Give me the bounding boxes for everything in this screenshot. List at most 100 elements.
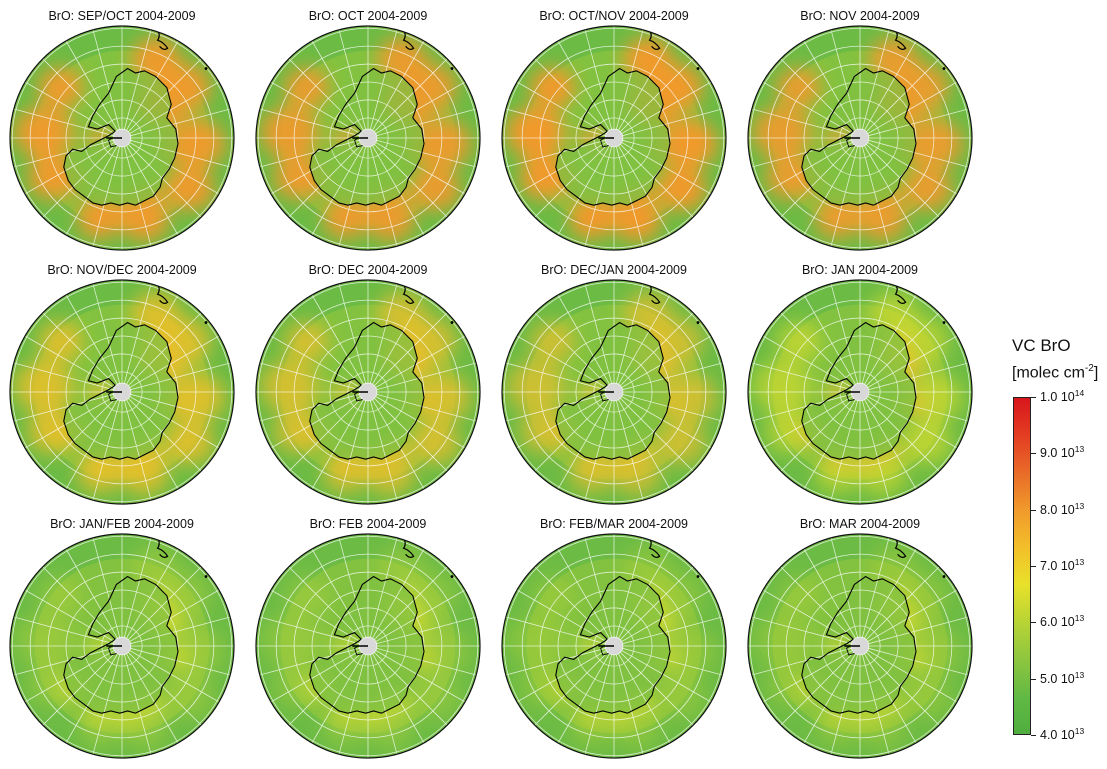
colorbar-tick: [1031, 453, 1036, 455]
tick-mantissa: 7.0 10: [1040, 559, 1075, 574]
tick-mantissa: 8.0 10: [1040, 502, 1075, 517]
map-panel: BrO: DEC 2004-2009: [252, 254, 498, 505]
polar-map: [255, 279, 481, 505]
map-panel-title: BrO: DEC/JAN 2004-2009: [541, 263, 687, 277]
polar-map: [501, 279, 727, 505]
polar-map: [9, 533, 235, 759]
island-marker: [204, 321, 208, 324]
polar-map: [9, 25, 235, 251]
polar-map: [255, 25, 481, 251]
map-panel-title: BrO: NOV/DEC 2004-2009: [47, 263, 197, 277]
map-outline: [9, 25, 235, 251]
polar-map: [747, 279, 973, 505]
map-outline: [9, 533, 235, 759]
island-marker: [450, 575, 454, 578]
colorbar-tick-label: 5.0 1013: [1040, 670, 1084, 686]
south-america-tip: [401, 535, 415, 558]
graticule: [256, 280, 480, 504]
map-panel-title: BrO: OCT/NOV 2004-2009: [539, 9, 689, 23]
tick-exponent: 13: [1074, 669, 1085, 680]
graticule: [10, 26, 234, 250]
colorbar-tick: [1031, 678, 1036, 680]
tick-exponent: 14: [1074, 388, 1085, 398]
south-america-tip: [401, 281, 415, 304]
map-outline: [747, 533, 973, 759]
tick-mantissa: 1.0 10: [1040, 390, 1075, 405]
antarctica-coastline: [555, 321, 671, 460]
antarctica-coastline: [309, 67, 425, 206]
colorbar-tick: [1031, 397, 1036, 398]
island-marker: [450, 67, 454, 70]
map-panel: BrO: MAR 2004-2009: [744, 508, 990, 759]
antarctica-coastline: [309, 575, 425, 714]
island-marker: [696, 67, 700, 70]
map-panel: BrO: FEB/MAR 2004-2009: [498, 508, 744, 759]
graticule: [256, 534, 480, 758]
polar-map: [255, 533, 481, 759]
tick-exponent: 13: [1074, 726, 1085, 736]
colorbar-tick-label: 7.0 1013: [1040, 557, 1084, 573]
tick-mantissa: 5.0 10: [1040, 671, 1075, 686]
south-america-tip: [647, 281, 661, 304]
map-outline: [501, 279, 727, 505]
antarctica-coastline: [63, 575, 179, 714]
south-america-tip: [155, 27, 169, 50]
map-panel-title: BrO: MAR 2004-2009: [799, 517, 921, 531]
map-panel-title: BrO: FEB 2004-2009: [309, 517, 427, 531]
south-america-tip: [401, 27, 415, 50]
tick-exponent: 13: [1074, 444, 1085, 455]
tick-mantissa: 4.0 10: [1040, 728, 1075, 743]
colorbar-tick-label: 1.0 1014: [1040, 388, 1084, 404]
colorbar-tick-label: 4.0 1013: [1040, 726, 1084, 742]
antarctica-coastline: [63, 67, 179, 206]
island-marker: [942, 575, 946, 578]
map-panel: BrO: OCT/NOV 2004-2009: [498, 0, 744, 251]
map-outline: [9, 279, 235, 505]
antarctica-coastline: [801, 67, 917, 206]
map-outline: [747, 279, 973, 505]
island-marker: [450, 321, 454, 324]
tick-mantissa: 6.0 10: [1040, 615, 1075, 630]
island-marker: [696, 575, 700, 578]
graticule: [10, 534, 234, 758]
graticule: [256, 26, 480, 250]
antarctica-coastline: [555, 575, 671, 714]
antarctica-coastline: [63, 321, 179, 460]
island-marker: [204, 67, 208, 70]
antarctica-coastline: [801, 321, 917, 460]
antarctica-coastline: [309, 321, 425, 460]
map-panel-title: BrO: OCT 2004-2009: [308, 9, 428, 23]
map-outline: [501, 25, 727, 251]
legend-unit: [molec cm-2]: [1012, 363, 1098, 382]
map-grid: BrO: SEP/OCT 2004-2009 BrO: OCT 2004-2009…: [6, 0, 973, 759]
map-panel-title: BrO: SEP/OCT 2004-2009: [48, 9, 196, 23]
colorbar-tick: [1031, 622, 1036, 624]
antarctica-coastline: [801, 575, 917, 714]
island-marker: [942, 321, 946, 324]
map-panel-title: BrO: JAN/FEB 2004-2009: [50, 517, 194, 531]
south-america-tip: [647, 27, 661, 50]
map-panel-title: BrO: FEB/MAR 2004-2009: [540, 517, 688, 531]
south-america-tip: [155, 281, 169, 304]
legend-title: VC BrO: [1012, 336, 1071, 355]
colorbar-tick-label: 8.0 1013: [1040, 501, 1084, 517]
polar-map: [9, 279, 235, 505]
graticule: [748, 534, 972, 758]
south-america-tip: [893, 281, 907, 304]
map-panel: BrO: FEB 2004-2009: [252, 508, 498, 759]
graticule: [10, 280, 234, 504]
map-panel: BrO: DEC/JAN 2004-2009: [498, 254, 744, 505]
colorbar-tick-label: 9.0 1013: [1040, 444, 1084, 460]
south-america-tip: [893, 535, 907, 558]
tick-mantissa: 9.0 10: [1040, 446, 1075, 461]
graticule: [748, 26, 972, 250]
map-panel: BrO: NOV/DEC 2004-2009: [6, 254, 252, 505]
colorbar-legend: VC BrO [molec cm-2] 1.0 1014 9.0 1013 8.0 …: [1000, 330, 1107, 769]
graticule: [502, 26, 726, 250]
map-panel: BrO: JAN/FEB 2004-2009: [6, 508, 252, 759]
graticule: [502, 280, 726, 504]
map-outline: [255, 533, 481, 759]
tick-exponent: 13: [1074, 557, 1085, 567]
legend-unit-suffix: ]: [1093, 364, 1099, 382]
colorbar-tick: [1031, 566, 1036, 567]
